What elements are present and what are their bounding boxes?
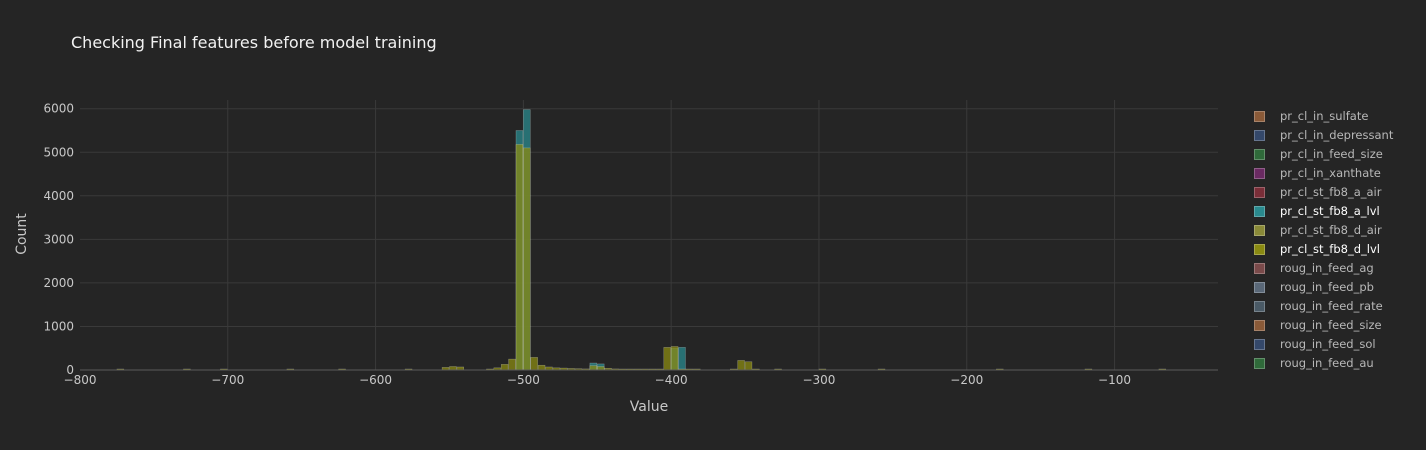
legend-item-pr-cl-st-fb8-d-lvl[interactable]: pr_cl_st_fb8_d_lvl (1254, 240, 1393, 259)
histogram-bar-pr-cl-st-fb8-d-lvl[interactable] (670, 346, 679, 371)
legend-label: roug_in_feed_sol (1280, 337, 1376, 351)
y-tick-label: 6000 (43, 102, 74, 116)
y-tick-label: 0 (66, 363, 74, 377)
histogram-bar-pr-cl-st-fb8-d-lvl[interactable] (530, 357, 538, 371)
legend-swatch (1254, 206, 1265, 217)
legend-label: roug_in_feed_ag (1280, 261, 1374, 275)
legend-swatch (1254, 149, 1265, 160)
grid-lines (80, 100, 1218, 370)
histogram-bar-pr-cl-st-fb8-d-lvl[interactable] (589, 365, 598, 371)
histogram-bar-pr-cl-st-fb8-d-lvl[interactable] (500, 364, 509, 371)
legend-swatch (1254, 339, 1265, 350)
histogram-bar-pr-cl-st-fb8-d-lvl[interactable] (737, 360, 745, 371)
x-axis-title: Value (630, 399, 668, 415)
legend-item-pr-cl-in-sulfate[interactable]: pr_cl_in_sulfate (1254, 107, 1393, 126)
histogram-bar-pr-cl-st-fb8-d-lvl[interactable] (597, 366, 605, 371)
legend-item-pr-cl-in-feed-size[interactable]: pr_cl_in_feed_size (1254, 145, 1393, 164)
legend-item-pr-cl-st-fb8-d-air[interactable]: pr_cl_st_fb8_d_air (1254, 221, 1393, 240)
legend-label: pr_cl_in_xanthate (1280, 166, 1381, 180)
x-tick-label: −800 (64, 373, 97, 387)
legend-label: pr_cl_st_fb8_d_air (1280, 223, 1382, 237)
y-axis-title: Count (14, 213, 30, 255)
legend-swatch (1254, 130, 1265, 141)
chart-title: Checking Final features before model tra… (71, 33, 437, 52)
legend-item-pr-cl-in-depressant[interactable]: pr_cl_in_depressant (1254, 126, 1393, 145)
legend-item-roug-in-feed-sol[interactable]: roug_in_feed_sol (1254, 335, 1393, 354)
legend-item-roug-in-feed-rate[interactable]: roug_in_feed_rate (1254, 297, 1393, 316)
legend-label: roug_in_feed_au (1280, 356, 1374, 370)
x-tick-label: −600 (359, 373, 392, 387)
histogram-bar-pr-cl-st-fb8-d-lvl[interactable] (537, 364, 546, 371)
x-tick-label: −300 (802, 373, 835, 387)
legend-swatch (1254, 263, 1265, 274)
legend-swatch (1254, 320, 1265, 331)
legend-item-pr-cl-st-fb8-a-lvl[interactable]: pr_cl_st_fb8_a_lvl (1254, 202, 1393, 221)
histogram-bar-pr-cl-st-fb8-d-lvl[interactable] (449, 366, 457, 371)
legend-swatch (1254, 358, 1265, 369)
legend-swatch (1254, 282, 1265, 293)
y-tick-label: 3000 (43, 232, 74, 246)
x-tick-label: −500 (507, 373, 540, 387)
x-tick-label: −200 (950, 373, 983, 387)
legend-swatch (1254, 225, 1265, 236)
legend-swatch (1254, 244, 1265, 255)
histogram-bar-pr-cl-st-fb8-d-lvl[interactable] (523, 147, 531, 371)
legend-label: pr_cl_st_fb8_a_lvl (1280, 204, 1380, 218)
y-tick-label: 4000 (43, 189, 74, 203)
histogram-bar-pr-cl-st-fb8-d-lvl[interactable] (508, 358, 516, 371)
x-tick-label: −700 (211, 373, 244, 387)
histogram-bar-pr-cl-st-fb8-d-lvl[interactable] (515, 144, 524, 371)
legend-item-roug-in-feed-size[interactable]: roug_in_feed_size (1254, 316, 1393, 335)
histogram-bar-pr-cl-st-fb8-a-lvl[interactable] (678, 347, 686, 371)
legend-label: roug_in_feed_pb (1280, 280, 1374, 294)
legend-item-roug-in-feed-au[interactable]: roug_in_feed_au (1254, 354, 1393, 373)
histogram-bar-pr-cl-st-fb8-d-lvl[interactable] (663, 347, 671, 371)
legend-label: pr_cl_in_depressant (1280, 128, 1394, 142)
y-tick-label: 5000 (43, 145, 74, 159)
legend[interactable]: pr_cl_in_sulfate pr_cl_in_depressant pr_cl… (1254, 107, 1393, 373)
legend-item-roug-in-feed-ag[interactable]: roug_in_feed_ag (1254, 259, 1393, 278)
legend-swatch (1254, 187, 1265, 198)
y-tick-label: 2000 (43, 276, 74, 290)
legend-item-pr-cl-st-fb8-a-air[interactable]: pr_cl_st_fb8_a_air (1254, 183, 1393, 202)
y-tick-label: 1000 (43, 319, 74, 333)
legend-label: pr_cl_in_feed_size (1280, 147, 1383, 161)
legend-label: roug_in_feed_size (1280, 318, 1382, 332)
legend-swatch (1254, 301, 1265, 312)
histogram-bar-pr-cl-st-fb8-d-lvl[interactable] (744, 361, 753, 371)
legend-label: pr_cl_st_fb8_d_lvl (1280, 242, 1380, 256)
legend-item-roug-in-feed-pb[interactable]: roug_in_feed_pb (1254, 278, 1393, 297)
axes: 0 1000 2000 3000 4000 5000 6000 −800 −700 −600 −50… (43, 102, 1218, 387)
x-tick-label: −100 (1098, 373, 1131, 387)
legend-label: roug_in_feed_rate (1280, 299, 1383, 313)
legend-swatch (1254, 168, 1265, 179)
x-tick-label: −400 (655, 373, 688, 387)
legend-label: pr_cl_in_sulfate (1280, 109, 1369, 123)
legend-label: pr_cl_st_fb8_a_air (1280, 185, 1382, 199)
legend-swatch (1254, 111, 1265, 122)
legend-item-pr-cl-in-xanthate[interactable]: pr_cl_in_xanthate (1254, 164, 1393, 183)
